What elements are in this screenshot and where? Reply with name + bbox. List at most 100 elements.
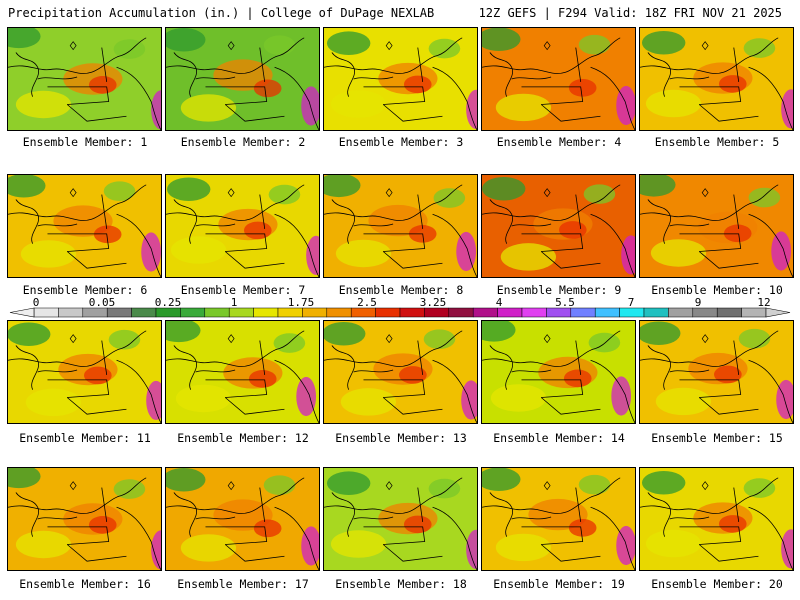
colorbar-swatch xyxy=(472,307,498,318)
ensemble-member-label: Ensemble Member: 2 xyxy=(180,135,306,149)
colorbar-swatch xyxy=(716,307,742,318)
precip-map xyxy=(166,175,319,277)
ensemble-member-map xyxy=(639,27,794,131)
precip-map xyxy=(8,321,161,423)
precip-map xyxy=(640,321,793,423)
precip-map xyxy=(166,321,319,423)
colorbar-tick-label: 5.5 xyxy=(555,296,575,309)
ensemble-member-label: Ensemble Member: 10 xyxy=(651,283,783,297)
ensemble-member-map xyxy=(323,467,478,571)
colorbar-swatch xyxy=(375,307,401,318)
colorbar-swatch xyxy=(521,307,547,318)
colorbar-swatch xyxy=(619,307,645,318)
ensemble-member-label: Ensemble Member: 4 xyxy=(496,135,622,149)
ensemble-member-map xyxy=(165,467,320,571)
colorbar-swatch xyxy=(350,307,376,318)
map-title: Precipitation Accumulation (in.) | Colle… xyxy=(8,6,435,20)
precip-map xyxy=(324,468,477,570)
colorbar-swatch xyxy=(570,307,596,318)
ensemble-member-label: Ensemble Member: 17 xyxy=(177,577,309,591)
precip-map xyxy=(166,468,319,570)
ensemble-member-label: Ensemble Member: 13 xyxy=(335,431,467,445)
colorbar-swatch xyxy=(253,307,279,318)
colorbar xyxy=(9,307,791,318)
precip-map xyxy=(640,175,793,277)
precip-map xyxy=(640,468,793,570)
colorbar-tick-label: 3.25 xyxy=(419,296,447,309)
ensemble-member-map xyxy=(323,320,478,424)
ensemble-member-map xyxy=(323,174,478,278)
colorbar-swatch xyxy=(204,307,230,318)
ensemble-member-map xyxy=(639,467,794,571)
colorbar-tick-label: 4 xyxy=(495,296,503,309)
precip-map xyxy=(482,175,635,277)
precip-map xyxy=(640,28,793,130)
ensemble-member-map xyxy=(7,467,162,571)
ensemble-member-label: Ensemble Member: 14 xyxy=(493,431,625,445)
colorbar-tick-label: 1 xyxy=(230,296,238,309)
colorbar-swatch xyxy=(546,307,572,318)
colorbar-tick-label: 1.75 xyxy=(287,296,315,309)
ensemble-member-label: Ensemble Member: 9 xyxy=(496,283,622,297)
ensemble-member-label: Ensemble Member: 12 xyxy=(177,431,309,445)
precip-map xyxy=(8,28,161,130)
ensemble-member-map xyxy=(7,320,162,424)
colorbar-tick-label: 2.5 xyxy=(357,296,377,309)
colorbar-swatch xyxy=(741,307,767,318)
ensemble-member-map xyxy=(165,174,320,278)
ensemble-member-label: Ensemble Member: 5 xyxy=(654,135,780,149)
model-run-info: 12Z GEFS | F294 Valid: 18Z FRI NOV 21 20… xyxy=(478,6,782,20)
colorbar-tick-label: 0.25 xyxy=(154,296,182,309)
colorbar-arrow xyxy=(765,307,791,318)
ensemble-member-map xyxy=(481,467,636,571)
ensemble-member-map xyxy=(481,174,636,278)
colorbar-swatch xyxy=(58,307,84,318)
ensemble-member-label: Ensemble Member: 18 xyxy=(335,577,467,591)
colorbar-arrow xyxy=(9,307,35,318)
colorbar-tick-label: 9 xyxy=(694,296,702,309)
precip-map xyxy=(8,468,161,570)
ensemble-member-label: Ensemble Member: 19 xyxy=(493,577,625,591)
colorbar-swatch xyxy=(594,307,620,318)
colorbar-swatch xyxy=(668,307,694,318)
precip-map xyxy=(324,28,477,130)
colorbar-tick-label: 12 xyxy=(757,296,771,309)
colorbar-tick-label: 0 xyxy=(32,296,40,309)
ensemble-member-map xyxy=(7,27,162,131)
ensemble-member-map xyxy=(7,174,162,278)
colorbar-swatch xyxy=(131,307,157,318)
precip-map xyxy=(8,175,161,277)
ensemble-member-label: Ensemble Member: 11 xyxy=(19,431,151,445)
colorbar-swatch xyxy=(326,307,352,318)
ensemble-member-label: Ensemble Member: 20 xyxy=(651,577,783,591)
precip-map xyxy=(482,28,635,130)
precip-map xyxy=(166,28,319,130)
ensemble-member-map xyxy=(639,174,794,278)
colorbar-swatch xyxy=(106,307,132,318)
colorbar-swatch xyxy=(302,307,328,318)
ensemble-member-map xyxy=(165,320,320,424)
ensemble-member-map xyxy=(323,27,478,131)
precip-map xyxy=(482,321,635,423)
colorbar-tick-label: 0.05 xyxy=(88,296,116,309)
ensemble-member-label: Ensemble Member: 6 xyxy=(22,283,148,297)
colorbar-swatch xyxy=(155,307,181,318)
ensemble-member-label: Ensemble Member: 7 xyxy=(180,283,306,297)
colorbar-swatch xyxy=(399,307,425,318)
colorbar-swatch xyxy=(228,307,254,318)
ensemble-member-map xyxy=(481,320,636,424)
precip-map xyxy=(324,175,477,277)
ensemble-member-label: Ensemble Member: 3 xyxy=(338,135,464,149)
precip-map xyxy=(482,468,635,570)
colorbar-tick-label: 7 xyxy=(627,296,635,309)
ensemble-member-label: Ensemble Member: 16 xyxy=(19,577,151,591)
colorbar-swatch xyxy=(82,307,108,318)
colorbar-swatch xyxy=(424,307,450,318)
ensemble-member-label: Ensemble Member: 1 xyxy=(22,135,148,149)
colorbar-swatch xyxy=(497,307,523,318)
colorbar-swatch xyxy=(643,307,669,318)
precip-map xyxy=(324,321,477,423)
colorbar-swatch xyxy=(33,307,59,318)
ensemble-member-map xyxy=(639,320,794,424)
ensemble-member-map xyxy=(481,27,636,131)
